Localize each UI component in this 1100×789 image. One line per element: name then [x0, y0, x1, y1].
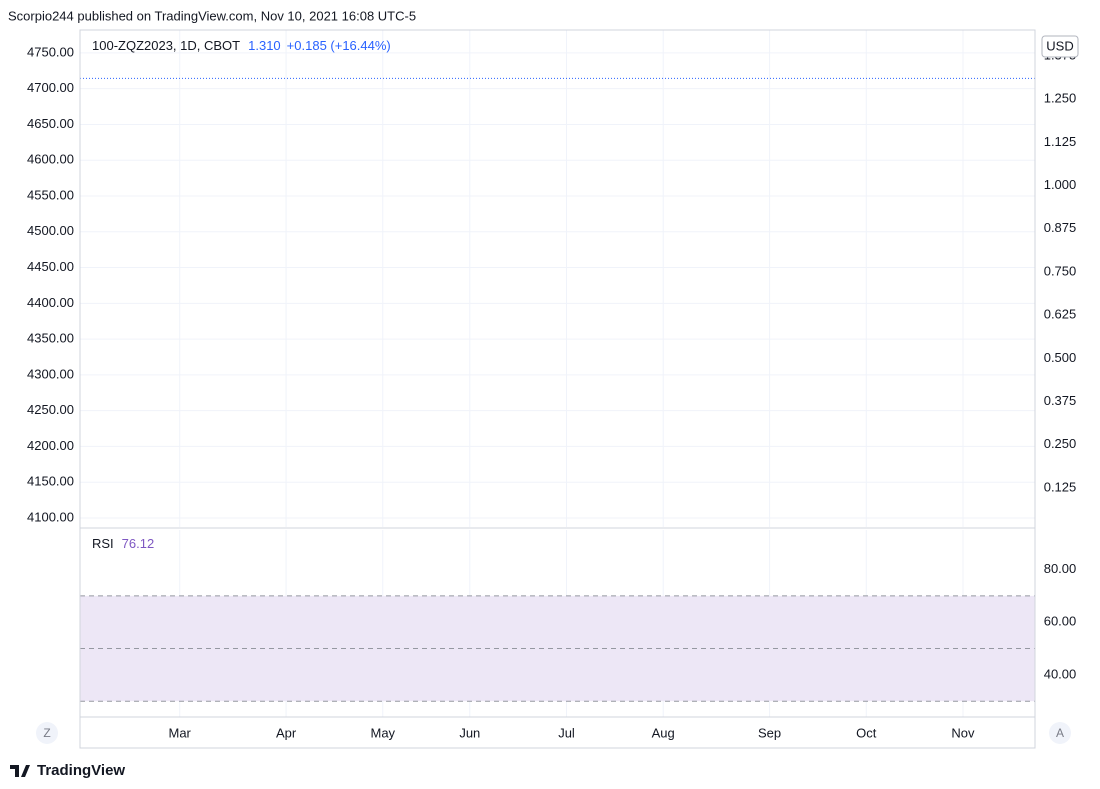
y2-tick-label: 0.250 — [1044, 436, 1077, 451]
publisher-header: Scorpio244 published on TradingView.com,… — [8, 8, 416, 23]
y-tick-label: 4250.00 — [27, 402, 74, 417]
currency-box — [1041, 35, 1079, 58]
y-tick-label: 4650.00 — [27, 116, 74, 131]
y-tick-label: 4100.00 — [27, 509, 74, 524]
y-tick-label: 4600.00 — [27, 152, 74, 167]
currency-badge[interactable]: USD — [1041, 35, 1079, 58]
main-legend: 100-ZQZ2023, 1D, CBOT 1.310 +0.185 (+16.44… — [92, 38, 391, 53]
a-button[interactable]: A — [1049, 722, 1071, 744]
y-tick-label: 40.00 — [1044, 666, 1077, 681]
y-tick-label: 80.00 — [1044, 561, 1077, 576]
price-label: 1.310 — [248, 38, 281, 53]
y-tick-label: 4150.00 — [27, 474, 74, 489]
plot-layer: Mar Apr May Jun Jul Aug Sep Oct Nov 4100.00 4150.0… — [27, 30, 1076, 740]
y2-tick-label: 0.125 — [1044, 479, 1077, 494]
y-tick-label: 4500.00 — [27, 223, 74, 238]
y-tick-label: 4200.00 — [27, 438, 74, 453]
brand: TradingView — [10, 762, 125, 779]
x-tick-label: Mar — [169, 725, 192, 740]
y2-tick-label: 1.125 — [1044, 134, 1077, 149]
brand-name: TradingView — [37, 762, 125, 779]
y-tick-label: 4700.00 — [27, 80, 74, 95]
currency-label: USD — [1046, 38, 1073, 53]
x-tick-label: Apr — [276, 725, 297, 740]
y-tick-label: 4300.00 — [27, 366, 74, 381]
z-label: Z — [43, 726, 50, 740]
z-circle — [36, 722, 58, 744]
a-circle — [1049, 722, 1071, 744]
y2-tick-label: 0.875 — [1044, 220, 1077, 235]
x-tick-label: Jul — [558, 725, 575, 740]
x-tick-label: Nov — [951, 725, 975, 740]
a-label: A — [1056, 726, 1064, 740]
y-tick-label: 4350.00 — [27, 331, 74, 346]
x-tick-label: Aug — [652, 725, 675, 740]
y2-tick-label: 0.500 — [1044, 350, 1077, 365]
brand-logo — [10, 765, 30, 777]
rsi-value: 76.12 — [122, 536, 155, 551]
z-button[interactable]: Z — [36, 722, 58, 744]
x-tick-label: Oct — [856, 725, 877, 740]
y-tick-label: 60.00 — [1044, 614, 1077, 629]
x-tick-label: Sep — [758, 725, 781, 740]
y2-tick-label: 0.750 — [1044, 263, 1077, 278]
y2-tick-label: 1.250 — [1044, 91, 1077, 106]
y-tick-label: 4550.00 — [27, 187, 74, 202]
y2-tick-label: 0.625 — [1044, 307, 1077, 322]
y2-tick-label: 1.000 — [1044, 177, 1077, 192]
change-label: +0.185 (+16.44%) — [287, 38, 391, 53]
rsi-name: RSI — [92, 536, 114, 551]
x-tick-label: May — [370, 725, 395, 740]
symbol-name: 100-ZQZ2023, 1D, CBOT — [92, 38, 240, 53]
y2-tick-label: 0.375 — [1044, 393, 1077, 408]
y-tick-label: 4400.00 — [27, 295, 74, 310]
y-tick-label: 4450.00 — [27, 259, 74, 274]
x-tick-label: Jun — [459, 725, 480, 740]
frame — [79, 29, 1036, 749]
rsi-legend: RSI 76.12 — [92, 536, 154, 551]
y-tick-label: 4750.00 — [27, 44, 74, 59]
